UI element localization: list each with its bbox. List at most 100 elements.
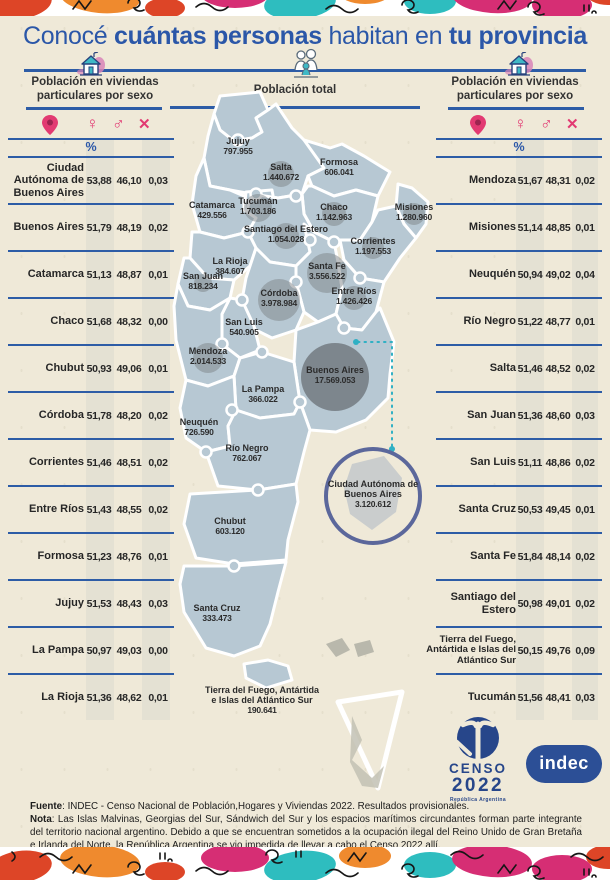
percent-value: 51,78 [86,409,112,422]
percent-value: 0,01 [148,268,168,281]
percent-value: 48,55 [116,503,142,516]
legend-icons-row: ♀ ♂ ✕ [8,112,174,140]
percent-value: 49,01 [545,597,571,610]
map-province-population: 1.197.553 [354,246,392,257]
map-province-population: 540.905 [229,327,259,338]
right-header-underline [448,107,584,110]
map-province-label: San Juan 818.234 [183,271,223,291]
province-name: Santa Cruz [458,503,516,516]
table-row: San Juan 51,36 48,60 0,03 [436,391,602,438]
percent-value: 51,36 [86,691,112,704]
percent-value: 48,86 [545,456,571,469]
population-bubble [403,203,425,225]
decorative-border-bottom [0,847,610,880]
percent-value: 0,03 [148,174,168,187]
table-row: Santa Cruz 50,53 49,45 0,01 [436,485,602,532]
map-province-population: 726.590 [184,427,214,438]
province-name: Buenos Aires [13,221,84,234]
percent-value: 0,02 [575,456,595,469]
province-name: Santa Fe [470,550,516,563]
population-bubble [194,274,212,292]
map-province-name: Chubut [214,515,246,526]
map-province-name: Santiago del Estero [243,223,329,234]
caba-inset-circle [324,447,422,545]
male-icon: ♂ [540,114,553,133]
province-name: Jujuy [55,597,84,610]
percent-value: 48,32 [116,315,142,328]
note-line: Nota: Las Islas Malvinas, Georgias del S… [30,814,582,852]
map-province-population: 3.556.522 [308,271,346,282]
table-row: Catamarca 51,13 48,87 0,01 [8,250,174,297]
percent-value: 0,02 [575,362,595,375]
censo-year: 2022 [451,775,505,797]
map-province-name: Formosa [319,156,359,167]
table-row: Tucumán 51,56 48,41 0,03 [436,673,602,720]
column-stripe [142,140,170,720]
percent-value: 51,67 [517,174,543,187]
table-row: Córdoba 51,78 48,20 0,02 [8,391,174,438]
table-row: Ciudad Autónoma de Buenos Aires 53,88 46,1… [8,158,174,203]
map-province-name: San Juan [182,270,224,281]
percent-value: 0,01 [575,315,595,328]
map-province-population: 3.978.984 [260,298,297,309]
province-shape [338,204,418,284]
province-name: Catamarca [27,268,84,281]
map-province-name: Salta [270,161,292,172]
table-row: Jujuy 51,53 48,43 0,03 [8,579,174,626]
province-shape [240,246,306,340]
legend-icons-row: ♀ ♂ ✕ [436,112,602,140]
map-province-population: 1.054.028 [267,234,304,245]
center-header-underline [170,106,420,109]
percent-value: 51,53 [86,597,112,610]
table-row: Río Negro 51,22 48,77 0,01 [436,297,602,344]
province-name: Chubut [45,362,84,375]
map-province-name: Tierra del Fuego, Antártida e Islas del … [204,684,320,705]
province-name: Ciudad Autónoma de Buenos Aires [13,162,84,199]
caba-shape [344,456,402,530]
map-province-label: Misiones 1.280.960 [395,202,434,222]
map-province-population: 606.041 [324,167,354,178]
map-province-name: San Luis [225,316,263,327]
table-row: Mendoza 51,67 48,31 0,02 [436,158,602,203]
percent-value: 51,84 [517,550,543,563]
percent-value: 50,15 [517,644,543,657]
percent-value: 48,77 [545,315,571,328]
province-shape [178,560,288,658]
map-province-label: La Pampa 366.022 [242,384,285,404]
map-province-label: Catamarca 429.556 [189,200,235,220]
map-province-label: Córdoba 3.978.984 [261,288,298,308]
left-province-table: Ciudad Autónoma de Buenos Aires 53,88 46,1… [8,158,174,720]
table-row: Chaco 51,68 48,32 0,00 [8,297,174,344]
percent-value: 48,20 [116,409,142,422]
percent-value: 0,02 [148,409,168,422]
province-name: Salta [489,362,516,375]
province-shape [300,184,380,244]
family-icon [294,48,318,78]
puzzle-tabs [199,133,367,573]
population-bubble [322,202,346,226]
percent-value: 0,01 [575,503,595,516]
percent-value: 51,43 [86,503,112,516]
map-province-name: Chaco [320,201,348,212]
malvinas-islands [326,638,374,657]
map-province-name: Ciudad Autónoma de Buenos Aires [327,478,419,499]
map-province-label: Neuquén 726.590 [180,417,219,437]
population-bubble [273,223,299,249]
population-bubble [244,194,272,222]
censo-logo-mark [455,717,499,762]
percent-value: 0,02 [148,456,168,469]
province-shape [202,102,332,200]
indec-logo: indec [526,745,602,783]
map-province-population: 2.014.533 [189,356,227,367]
table-row: Chubut 50,93 49,06 0,01 [8,344,174,391]
map-province-population: 190.641 [247,705,277,716]
map-province-population: 384.607 [215,266,245,277]
map-province-label: San Luis 540.905 [225,317,263,337]
female-icon: ♀ [514,114,527,133]
map-province-name: Misiones [394,201,434,212]
percent-value: 49,06 [116,362,142,375]
table-row: Misiones 51,14 48,85 0,01 [436,203,602,250]
map-province-population: 366.022 [248,394,278,405]
province-shape [292,306,396,434]
population-bubble [307,253,347,293]
